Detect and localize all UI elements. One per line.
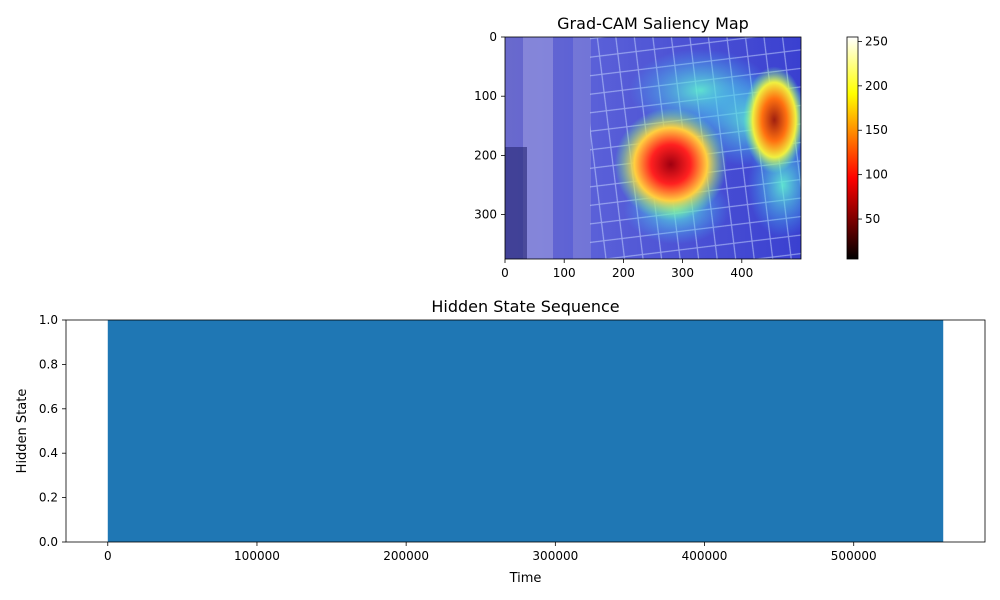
colorbar-gradient	[846, 36, 859, 260]
y-tick-label: 0.8	[39, 357, 58, 371]
saliency-image	[505, 37, 801, 259]
hidden-state-axes: Hidden State Sequence 0 100000 200000 30000…	[15, 297, 986, 586]
y-tick-label: 200	[474, 148, 497, 162]
colorbar-ticks: 50 100 150 200 250	[858, 34, 888, 226]
colorbar-tick-label: 150	[865, 123, 888, 137]
image-shadow	[505, 147, 527, 259]
x-tick-label: 0	[501, 266, 509, 280]
y-tick-label: 0.4	[39, 446, 58, 460]
x-tick-label: 0	[104, 549, 112, 563]
x-tick-label: 400000	[682, 549, 728, 563]
x-axis-label: Time	[509, 571, 542, 586]
hidden-state-y-ticks: 0.0 0.2 0.4 0.6 0.8 1.0	[39, 313, 66, 549]
y-tick-label: 1.0	[39, 313, 58, 327]
x-tick-label: 300000	[532, 549, 578, 563]
hidden-state-x-ticks: 0 100000 200000 300000 400000 500000	[104, 542, 877, 563]
y-tick-label: 0.2	[39, 491, 58, 505]
saliency-hotspot	[614, 108, 727, 221]
x-tick-label: 500000	[831, 549, 877, 563]
hidden-state-title: Hidden State Sequence	[431, 297, 619, 316]
hidden-state-frame	[65, 319, 986, 543]
y-tick-label: 300	[474, 208, 497, 222]
saliency-map-axes: Grad-CAM Saliency Map 0 100 200 300 400 0 100…	[474, 14, 802, 280]
colorbar-tick-label: 200	[865, 79, 888, 93]
image-post	[573, 37, 591, 259]
y-tick-label: 0.6	[39, 402, 58, 416]
saliency-map-title: Grad-CAM Saliency Map	[557, 14, 749, 33]
x-tick-label: 300	[671, 266, 694, 280]
y-tick-label: 100	[474, 89, 497, 103]
image-post	[523, 37, 553, 259]
x-tick-label: 200000	[383, 549, 429, 563]
hidden-state-area	[107, 320, 944, 542]
x-tick-label: 400	[730, 266, 753, 280]
colorbar-tick-label: 100	[865, 168, 888, 182]
image-frame	[504, 36, 802, 260]
colorbar: 50 100 150 200 250	[846, 34, 888, 260]
x-tick-label: 100	[553, 266, 576, 280]
y-tick-label: 0.0	[39, 535, 58, 549]
saliency-hotspots	[614, 66, 801, 221]
y-tick-label: 0	[489, 30, 497, 44]
y-axis-label: Hidden State	[15, 389, 30, 474]
saliency-x-ticks: 0 100 200 300 400	[501, 259, 753, 280]
saliency-y-ticks: 0 100 200 300	[474, 30, 505, 222]
colorbar-tick-label: 50	[865, 212, 880, 226]
saliency-hotspot	[743, 66, 801, 174]
x-tick-label: 100000	[234, 549, 280, 563]
x-tick-label: 200	[612, 266, 635, 280]
colorbar-tick-label: 250	[865, 34, 888, 48]
